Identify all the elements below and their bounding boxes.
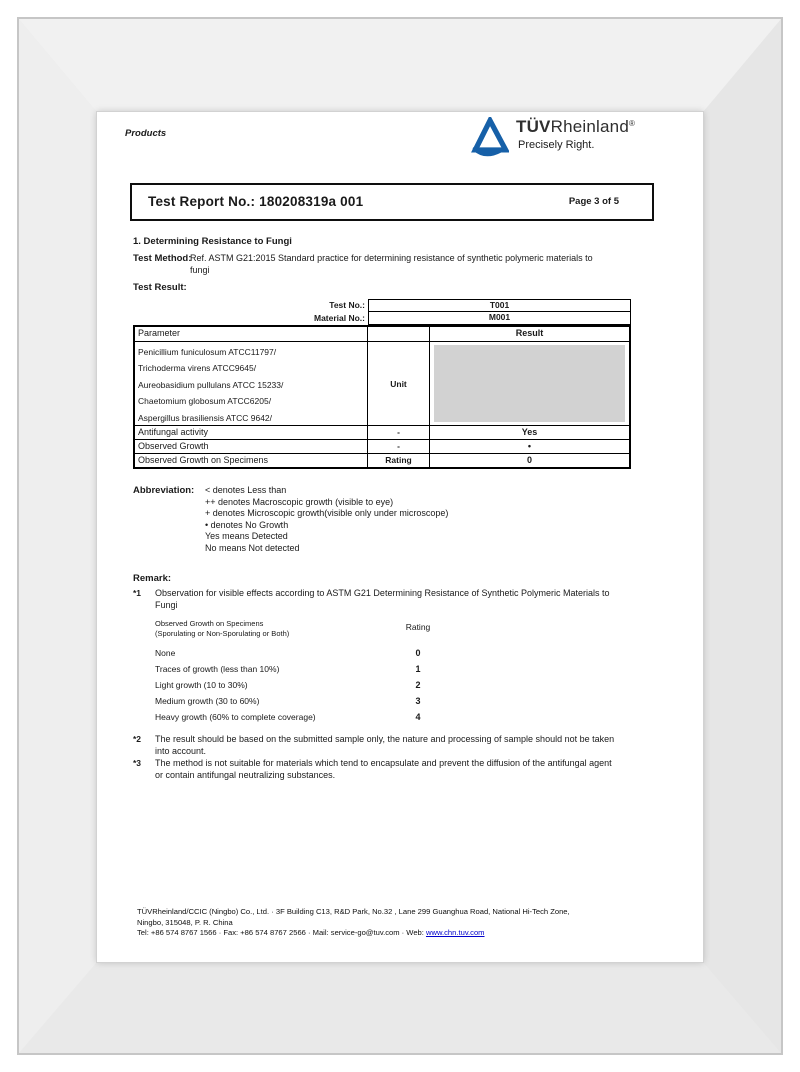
rating-rows: None 0 Traces of growth (less than 10%) … xyxy=(155,645,455,725)
rating-row-value: 3 xyxy=(415,696,421,706)
footer-address-line2: Ningbo, 315048, P. R. China xyxy=(137,917,233,927)
header-unit xyxy=(368,327,430,341)
row-result: • xyxy=(527,441,532,451)
brand-tagline: Precisely Right. xyxy=(518,139,595,151)
rating-row-label: Medium growth (30 to 60%) xyxy=(155,696,260,706)
remark-marker: *2 xyxy=(133,734,142,744)
footer-contact-prefix: Tel: +86 574 8767 1566 · Fax: +86 574 87… xyxy=(137,928,426,937)
header-parameter: Parameter xyxy=(135,327,368,341)
rating-row-label: Heavy growth (60% to complete coverage) xyxy=(155,712,316,722)
rating-header-line2: (Sporulating or Non-Sporulating or Both) xyxy=(155,628,290,638)
abbreviation-line: Yes means Detected xyxy=(205,531,288,541)
brand-tuv: TÜV xyxy=(516,117,551,136)
rating-row: Heavy growth (60% to complete coverage) … xyxy=(155,709,455,725)
test-no-label: Test No.: xyxy=(329,300,365,310)
rating-header-right: Rating xyxy=(405,622,431,632)
row-result: 0 xyxy=(526,455,532,465)
fungi-species: Aureobasidium pullulans ATCC 15233/ xyxy=(138,379,284,390)
fungi-species: Trichoderma virens ATCC9645/ xyxy=(138,363,257,374)
rating-table-header: Observed Growth on Specimens (Sporulatin… xyxy=(155,619,455,638)
rating-row: Medium growth (30 to 60%) 3 xyxy=(155,693,455,709)
test-no-value: T001 xyxy=(368,299,631,312)
remark-text: Observation for visible effects accordin… xyxy=(155,588,610,610)
report-number-title: Test Report No.: 180208319a 001 xyxy=(148,194,364,209)
row-unit: - xyxy=(368,426,430,439)
remark-marker: *3 xyxy=(133,758,142,768)
abbreviation-line: < denotes Less than xyxy=(205,485,287,495)
footer-block: TÜVRheinland/CCIC (Ningbo) Co., Ltd. · 3… xyxy=(137,907,677,939)
test-result-label: Test Result: xyxy=(133,282,187,293)
products-label: Products xyxy=(125,128,167,139)
brand-rheinland: Rheinland xyxy=(550,117,629,136)
remark-text: The method is not suitable for materials… xyxy=(155,758,612,780)
row-result: Yes xyxy=(521,427,538,437)
row-unit: Rating xyxy=(368,454,430,467)
test-no-row: Test No.: T001 xyxy=(133,299,631,312)
rating-row-label: Traces of growth (less than 10%) xyxy=(155,664,280,674)
test-method-label: Test Method: xyxy=(133,253,192,264)
row-parameter: Antifungal activity xyxy=(135,426,368,439)
row-parameter: Observed Growth xyxy=(135,440,368,453)
fungi-species-list: Penicillium funiculosum ATCC11797/ Trich… xyxy=(135,342,368,425)
material-no-row: Material No.: M001 xyxy=(133,312,631,325)
footer-contact-line: Tel: +86 574 8767 1566 · Fax: +86 574 87… xyxy=(137,928,677,939)
report-page: Products TÜVRheinland® Precisely Right. … xyxy=(97,112,703,962)
fungi-result-cell xyxy=(430,342,629,425)
tuv-rheinland-logo: TÜVRheinland® Precisely Right. xyxy=(471,114,635,162)
result-table: Test No.: T001 Material No.: M001 Parame… xyxy=(133,299,631,469)
abbreviation-lines: < denotes Less than ++ denotes Macroscop… xyxy=(205,485,625,554)
fungi-species: Aspergillus brasiliensis ATCC 9642/ xyxy=(138,412,273,423)
abbreviation-line: No means Not detected xyxy=(205,542,300,553)
rating-row: Traces of growth (less than 10%) 1 xyxy=(155,661,455,677)
row-parameter: Observed Growth on Specimens xyxy=(135,454,368,467)
table-row: Observed Growth - • xyxy=(135,439,629,453)
fungi-species: Chaetomium globosum ATCC6205/ xyxy=(138,396,272,407)
logo-text-block: TÜVRheinland® Precisely Right. xyxy=(516,117,635,151)
registered-mark: ® xyxy=(628,119,636,128)
remark-marker: *1 xyxy=(133,588,142,598)
report-number-box: Test Report No.: 180208319a 001 Page 3 o… xyxy=(130,183,654,221)
footer-web-link[interactable]: www.chn.tuv.com xyxy=(425,928,485,937)
abbreviation-line: + denotes Microscopic growth(visible onl… xyxy=(205,508,449,518)
rating-row-value: 1 xyxy=(415,664,421,674)
remark-label: Remark: xyxy=(133,573,172,584)
footer-address-line1: TÜVRheinland/CCIC (Ningbo) Co., Ltd. · 3… xyxy=(137,907,570,916)
fungi-unit-cell: Unit xyxy=(368,342,430,425)
table-row: Observed Growth on Specimens Rating 0 xyxy=(135,453,629,467)
section-heading: 1. Determining Resistance to Fungi xyxy=(133,236,292,247)
material-no-label: Material No.: xyxy=(313,313,365,323)
brand-name: TÜVRheinland® xyxy=(516,117,635,136)
abbreviation-label: Abbreviation: xyxy=(133,485,195,496)
rating-row-value: 0 xyxy=(415,648,421,658)
rating-header-line1: Observed Growth on Specimens xyxy=(155,619,264,628)
rating-row: None 0 xyxy=(155,645,455,661)
rating-row-value: 2 xyxy=(415,680,421,690)
rating-row-value: 4 xyxy=(415,712,421,722)
rating-row-label: None xyxy=(155,648,176,658)
frame-outer-line xyxy=(17,17,783,1055)
rating-row: Light growth (10 to 30%) 2 xyxy=(155,677,455,693)
material-no-value: M001 xyxy=(368,312,631,325)
table-header-row: Parameter Result xyxy=(135,327,629,341)
page-indicator: Page 3 of 5 xyxy=(568,196,619,207)
header-result: Result xyxy=(515,328,544,338)
result-table-body: Parameter Result Penicillium funiculosum… xyxy=(133,325,631,469)
rating-scale-table: Observed Growth on Specimens (Sporulatin… xyxy=(155,619,455,725)
rating-row-label: Light growth (10 to 30%) xyxy=(155,680,248,690)
row-unit: - xyxy=(368,440,430,453)
remark-text: The result should be based on the submit… xyxy=(155,734,615,756)
test-method-value: Ref. ASTM G21:2015 Standard practice for… xyxy=(190,253,593,275)
shaded-result-box xyxy=(434,345,625,422)
rating-header-left: Observed Growth on Specimens (Sporulatin… xyxy=(155,619,395,638)
abbreviation-line: ++ denotes Macroscopic growth (visible t… xyxy=(205,496,394,507)
frame-bevel xyxy=(19,19,781,1053)
table-row: Antifungal activity - Yes xyxy=(135,425,629,439)
fungi-parameter-row: Penicillium funiculosum ATCC11797/ Trich… xyxy=(135,341,629,425)
fungi-species: Penicillium funiculosum ATCC11797/ xyxy=(138,347,277,357)
tuv-triangle-icon xyxy=(471,114,511,162)
abbreviation-line: • denotes No Growth xyxy=(205,519,289,530)
